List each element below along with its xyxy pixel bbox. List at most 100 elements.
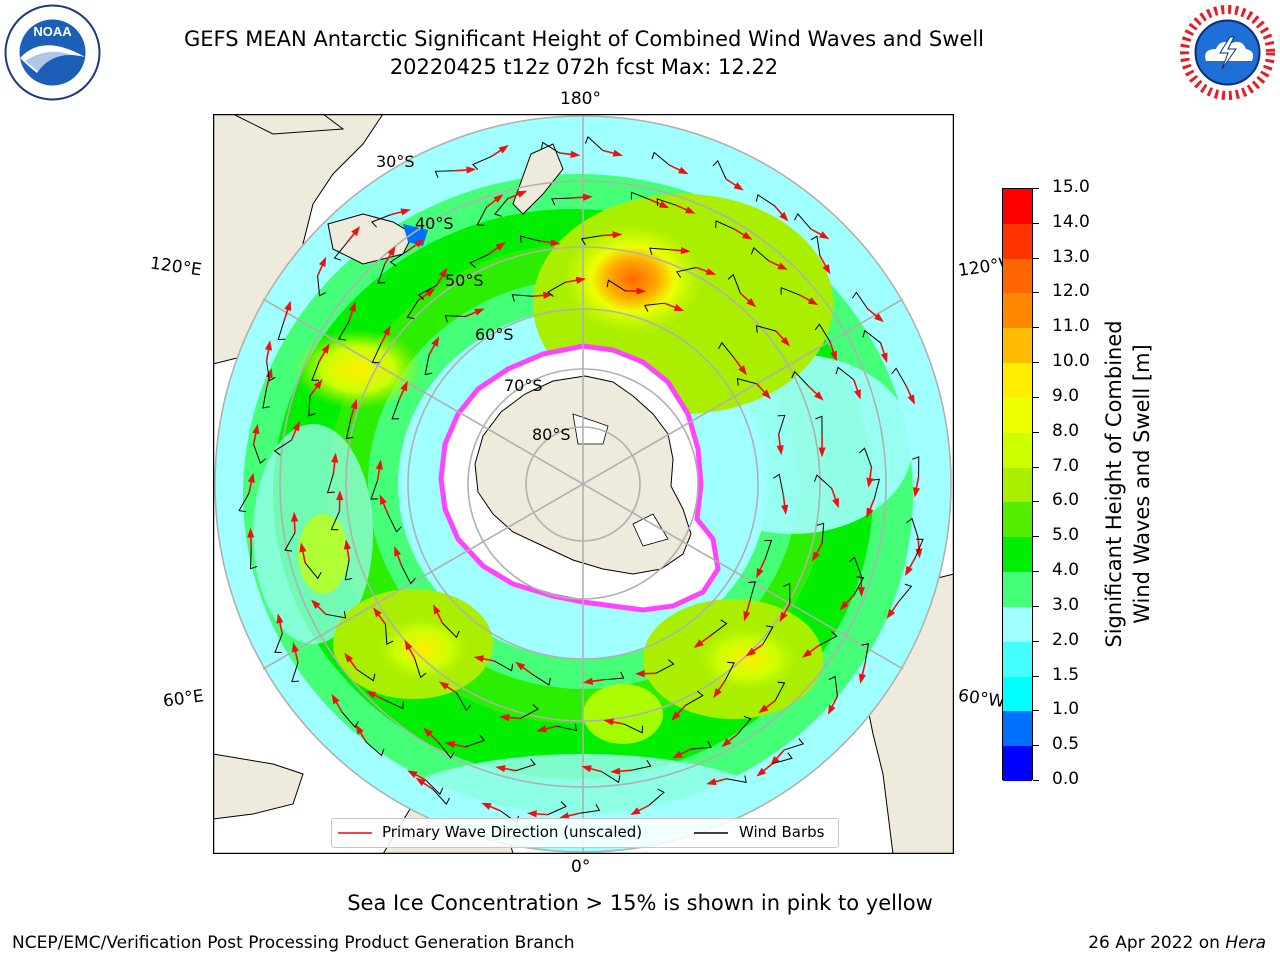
colorbar-tick-mark [1033, 257, 1039, 259]
wave-arrow-head [515, 661, 526, 671]
wind-barb [712, 160, 727, 180]
colorbar-bin [1003, 711, 1032, 747]
wave-arrow-head [247, 472, 255, 484]
colorbar-tick-mark [1033, 571, 1039, 573]
colorbar-bin [1003, 467, 1032, 503]
wave-arrow-head [343, 539, 351, 550]
wave-arrow-head [819, 231, 830, 240]
wave-arrow-head [466, 166, 477, 174]
wave-arrow-head [344, 652, 354, 663]
wind-barb [434, 170, 456, 178]
wave-arrow-head [265, 368, 273, 379]
wind-barb [344, 559, 353, 581]
lon-label-180: 180° [560, 89, 601, 109]
wave-arrow-head [818, 447, 826, 458]
wave-arrow-head [516, 190, 528, 198]
wave-arrow-head [915, 548, 923, 559]
wave-arrow-head [559, 812, 570, 820]
colorbar-tick-label: 1.0 [1052, 699, 1080, 720]
lat-label-50s: 50°S [445, 271, 484, 290]
wind-barb [556, 723, 577, 732]
colorbar-bin [1003, 328, 1032, 364]
wind-barb [898, 583, 913, 603]
wave-arrow-head [439, 267, 448, 279]
wave-arrow-head [318, 256, 327, 268]
footer-branch: NCEP/EMC/Verification Post Processing Pr… [12, 933, 575, 953]
colorbar-tick-mark [1033, 222, 1039, 224]
wave-arrow-head [276, 613, 284, 624]
wind-barb [764, 539, 773, 560]
wind-barb [630, 191, 651, 201]
colorbar-tick-label: 0.5 [1052, 734, 1080, 755]
colorbar-tick-mark [1033, 362, 1039, 364]
wind-barb [777, 414, 786, 435]
wave-arrow-head [365, 690, 377, 699]
wind-barb [273, 439, 292, 456]
wave-arrow-head [252, 423, 260, 435]
colorbar-bin [1003, 223, 1032, 260]
wave-arrow-head [866, 477, 874, 488]
wave-arrow-head [414, 238, 425, 248]
wind-barb [794, 213, 812, 230]
wind-barb [912, 456, 920, 477]
wave-arrow-head [387, 245, 396, 257]
colorbar-tick-mark [1033, 396, 1039, 398]
wind-barb [675, 267, 697, 278]
wind-barb [465, 734, 486, 748]
wind-barb [249, 548, 258, 570]
wave-arrow-head [570, 150, 581, 158]
wind-barb [648, 788, 665, 806]
footer-date-text: 26 Apr 2022 on [1088, 933, 1226, 953]
wave-arrow-head [603, 718, 614, 726]
colorbar-bin [1003, 572, 1032, 608]
wind-barb [401, 565, 416, 585]
colorbar-tick-label: 14.0 [1052, 211, 1090, 232]
wave-arrow-head [375, 459, 383, 470]
wind-barb [531, 673, 551, 686]
wave-arrow-head [351, 226, 361, 237]
wave-arrow-head [706, 778, 717, 786]
wave-arrow-head [310, 599, 321, 610]
wave-arrow-head [738, 365, 747, 376]
wind-barb [772, 752, 793, 765]
colorbar-tick-mark [1033, 466, 1039, 468]
wind-barb [547, 801, 567, 816]
wave-arrow-head [495, 242, 506, 251]
colorbar-tick-mark [1033, 536, 1039, 538]
wind-barb [814, 323, 831, 342]
colorbar-tick-label: 10.0 [1052, 351, 1090, 372]
wind-barb [371, 343, 382, 364]
wave-arrow-head [721, 738, 732, 748]
lon-label-120e: 120°E [148, 253, 203, 281]
wave-arrow-head [745, 647, 756, 657]
colorbar-tick-label: 5.0 [1052, 525, 1080, 546]
colorbar-bin [1003, 606, 1032, 643]
colorbar-bin [1003, 537, 1032, 573]
wave-arrow-head [292, 420, 300, 432]
wind-barb [494, 198, 509, 217]
wave-arrow-head [634, 670, 645, 678]
colorbar-tick-label: 2.0 [1052, 629, 1080, 650]
wind-barb [580, 235, 602, 246]
wave-arrow-head [866, 507, 874, 519]
wave-arrow-head [481, 802, 492, 810]
wave-arrow-head [379, 494, 387, 505]
wave-arrow-head [415, 777, 426, 787]
wave-arrow-head [761, 389, 771, 400]
colorbar-bin [1003, 641, 1032, 678]
colorbar-tick-label: 15.0 [1052, 177, 1090, 197]
wave-arrow-head [498, 145, 509, 154]
colorbar-bin [1003, 293, 1032, 329]
wave-arrow-head [904, 565, 913, 577]
wind-barb [655, 659, 675, 674]
wave-arrow-head [880, 352, 888, 363]
wind-barb [238, 492, 250, 513]
wind-barb [387, 513, 402, 533]
wind-barb [736, 378, 757, 386]
colorbar-tick-label: 3.0 [1052, 594, 1080, 615]
wave-arrow-head [807, 297, 819, 306]
wind-barb [437, 741, 455, 759]
wave-arrow-head [822, 264, 831, 275]
colorbar-tick-mark [1033, 675, 1039, 677]
wind-barb [603, 671, 625, 681]
